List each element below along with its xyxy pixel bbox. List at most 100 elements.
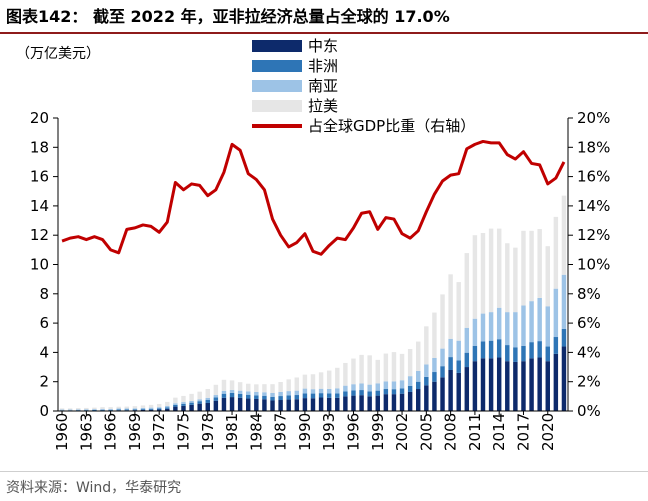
right-tick-label: 18%: [577, 138, 610, 156]
bar-lamei: [302, 374, 308, 389]
bar-nanya: [213, 395, 219, 398]
bar-lamei: [165, 401, 170, 407]
bar-lamei: [326, 370, 332, 389]
bar-nanya: [424, 364, 429, 377]
bar-nanya: [521, 305, 526, 346]
bar-lamei: [537, 229, 542, 298]
bar-lamei: [343, 362, 348, 386]
bar-zhongdong: [221, 397, 227, 411]
left-tick-label: 10: [30, 256, 49, 274]
left-tick-label: 14: [30, 197, 49, 215]
bar-lamei: [270, 384, 275, 393]
x-tick-label: 1978: [199, 413, 217, 451]
bar-nanya: [140, 407, 146, 410]
bar-feizhou: [448, 357, 453, 370]
bar-feizhou: [318, 393, 324, 398]
bar-zhongdong: [375, 395, 380, 411]
bar-feizhou: [399, 388, 405, 394]
bar-zhongdong: [318, 397, 324, 411]
bar-lamei: [197, 391, 202, 400]
x-tick-label: 1999: [369, 413, 387, 451]
axes-group: 0 2 4 6 8 10 12 14 16 18 20 0% 2% 4% 6% 8% 10% 12% 14% 16% 1…: [30, 109, 610, 451]
right-tick-label: 16%: [577, 168, 610, 186]
left-axis-unit: （万亿美元）: [16, 46, 100, 62]
bar-feizhou: [108, 409, 113, 411]
bar-zhongdong: [359, 395, 364, 411]
bar-nanya: [116, 408, 121, 410]
legend-swatch-lamei: [252, 100, 302, 112]
bar-nanya: [529, 301, 534, 343]
bar-zhongdong: [537, 357, 542, 411]
bar-lamei: [100, 407, 105, 409]
legend-label-zhongdong: 中东: [308, 37, 338, 55]
source-note: 资料来源：Wind，华泰研究: [6, 480, 182, 496]
bar-nanya: [189, 400, 194, 403]
x-tick-label: 2020: [539, 413, 557, 451]
bar-lamei: [229, 380, 235, 390]
bar-feizhou: [286, 395, 291, 400]
bar-nanya: [156, 407, 162, 409]
x-tick-label: 1966: [102, 413, 120, 451]
left-tick-label: 16: [30, 168, 49, 186]
bar-nanya: [92, 409, 97, 410]
bar-lamei: [59, 408, 65, 410]
left-tick-label: 18: [30, 138, 49, 156]
bar-lamei: [181, 395, 186, 403]
bar-feizhou: [100, 409, 105, 411]
bar-feizhou: [278, 396, 283, 401]
bar-nanya: [480, 313, 486, 342]
bar-zhongdong: [496, 357, 502, 411]
bar-nanya: [59, 409, 65, 411]
bar-nanya: [335, 388, 340, 394]
x-tick-label: 2017: [514, 413, 532, 451]
bar-zhongdong: [545, 361, 550, 411]
bar-nanya: [294, 390, 300, 396]
bar-nanya: [254, 391, 259, 396]
bar-lamei: [116, 406, 121, 409]
x-tick-label: 1984: [247, 413, 265, 451]
bar-feizhou: [254, 395, 259, 399]
bar-lamei: [156, 403, 162, 408]
bar-feizhou: [359, 390, 364, 396]
bar-lamei: [488, 228, 494, 313]
bar-nanya: [407, 376, 413, 386]
legend-swatch-feizhou: [252, 60, 302, 72]
bar-zhongdong: [173, 406, 178, 411]
bar-feizhou: [310, 393, 316, 399]
bar-lamei: [399, 353, 405, 381]
left-tick-label: 4: [39, 343, 49, 361]
x-tick-label: 2008: [442, 413, 460, 451]
bar-lamei: [505, 243, 510, 313]
right-tick-label: 8%: [577, 285, 601, 303]
bar-feizhou: [407, 385, 413, 392]
left-tick-label: 8: [39, 285, 49, 303]
bar-nanya: [310, 389, 316, 394]
bar-lamei: [205, 389, 210, 398]
bar-zhongdong: [326, 397, 332, 411]
bar-feizhou: [335, 393, 340, 398]
x-tick-label: 1975: [174, 413, 192, 451]
bar-nanya: [496, 307, 502, 340]
x-tick-label: 1996: [344, 413, 362, 451]
bar-lamei: [553, 216, 559, 289]
bar-zhongdong: [521, 361, 526, 411]
bar-zhongdong: [383, 394, 389, 411]
bar-lamei: [286, 379, 291, 392]
bar-nanya: [326, 388, 332, 394]
bar-nanya: [505, 312, 510, 346]
bar-lamei: [294, 377, 300, 391]
right-tick-label: 4%: [577, 343, 601, 361]
bar-nanya: [488, 312, 494, 341]
left-tick-label: 2: [39, 373, 49, 391]
bar-zhongdong: [278, 400, 283, 411]
bar-lamei: [407, 349, 413, 377]
bar-feizhou: [545, 346, 550, 362]
bar-zhongdong: [254, 398, 259, 411]
bar-nanya: [124, 408, 130, 410]
bar-lamei: [246, 383, 251, 392]
bar-nanya: [513, 312, 518, 348]
bar-feizhou: [472, 345, 478, 362]
bar-nanya: [302, 388, 308, 394]
bar-lamei: [480, 233, 486, 314]
